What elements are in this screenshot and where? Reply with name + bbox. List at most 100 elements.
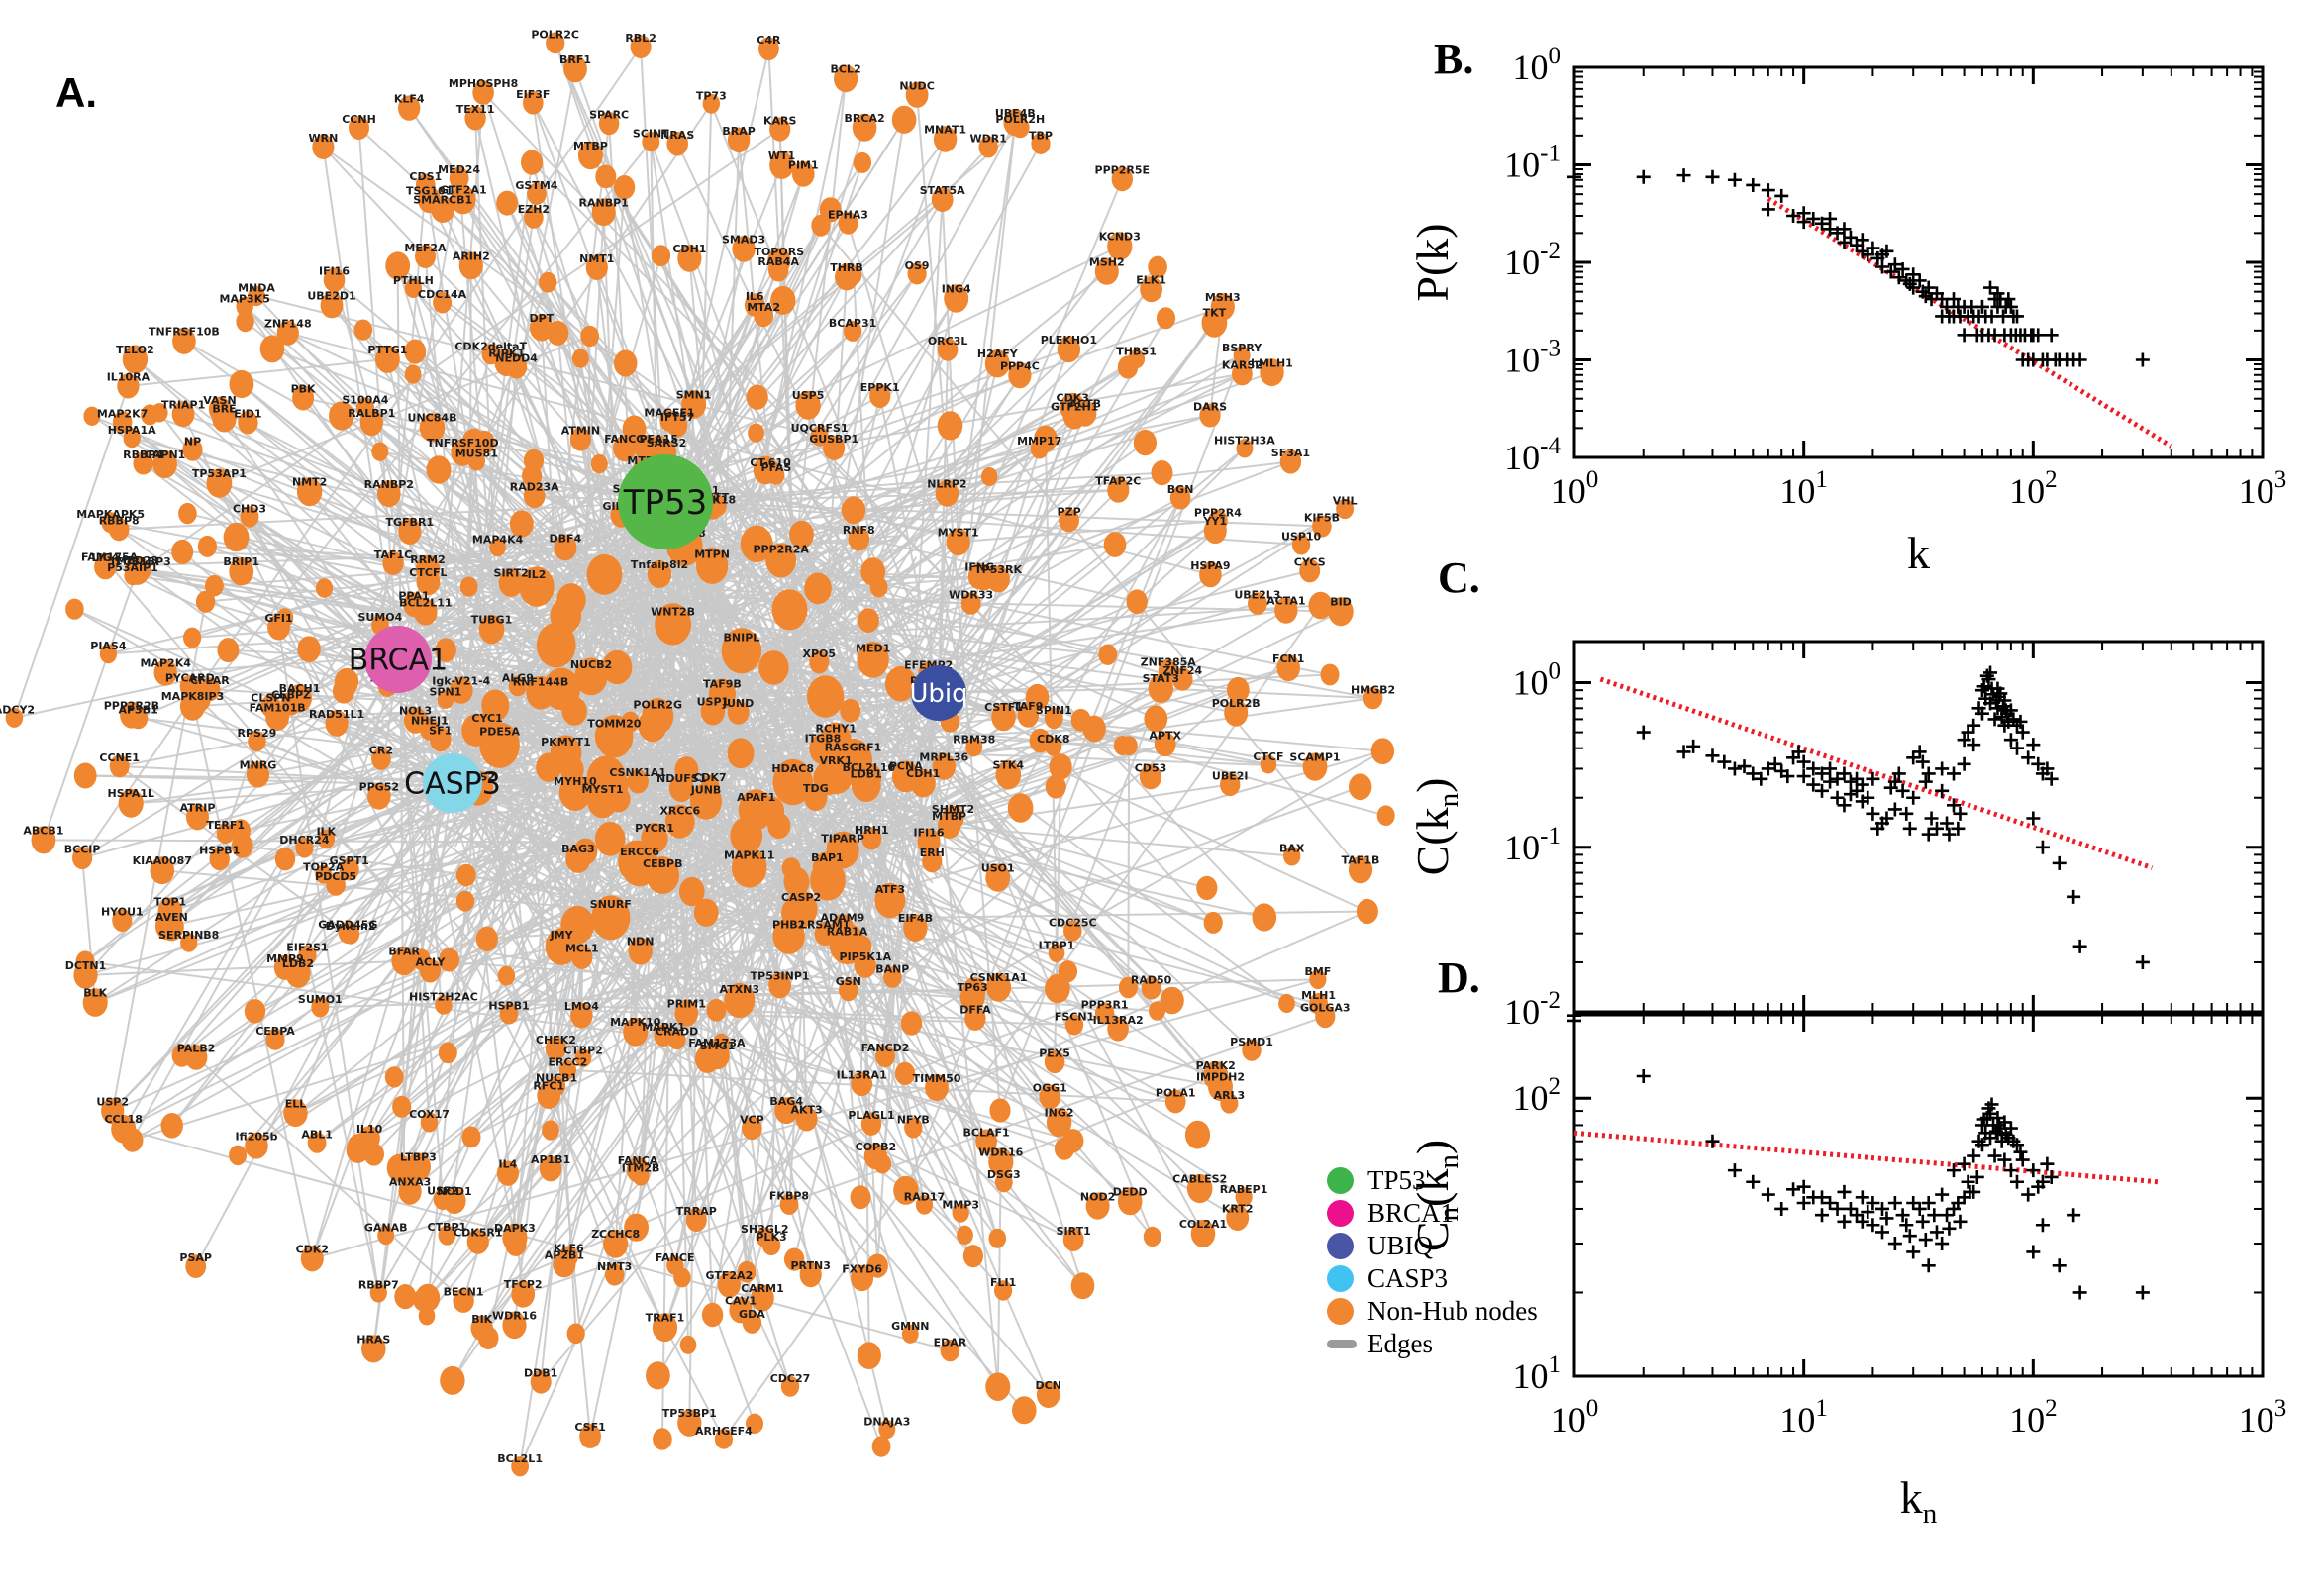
network-node[interactable] (122, 345, 149, 374)
network-node[interactable] (851, 1071, 873, 1097)
network-node[interactable] (655, 603, 691, 646)
network-node[interactable] (721, 628, 762, 674)
network-node[interactable] (1141, 976, 1162, 1000)
network-node[interactable] (554, 535, 577, 561)
network-node[interactable] (809, 733, 837, 764)
network-node[interactable] (995, 760, 1022, 790)
network-node[interactable] (429, 727, 452, 752)
network-node[interactable] (571, 945, 593, 969)
network-node[interactable] (1226, 1204, 1250, 1231)
network-node[interactable] (545, 1037, 567, 1061)
network-node[interactable] (433, 291, 453, 314)
network-node[interactable] (933, 126, 958, 152)
network-node[interactable] (647, 560, 672, 588)
network-node[interactable] (1224, 699, 1249, 727)
network-node[interactable] (472, 80, 494, 105)
network-node[interactable] (942, 805, 964, 831)
network-node[interactable] (674, 999, 699, 1027)
network-node[interactable] (325, 710, 349, 737)
network-node[interactable] (932, 753, 956, 780)
network-node[interactable] (398, 95, 421, 121)
network-node[interactable] (382, 550, 404, 575)
network-node[interactable] (496, 1160, 519, 1186)
network-node[interactable] (1199, 403, 1221, 428)
network-node[interactable] (946, 528, 970, 556)
network-node[interactable] (109, 754, 130, 778)
network-node[interactable] (1236, 439, 1254, 458)
network-node[interactable] (527, 182, 547, 205)
network-node[interactable] (994, 1171, 1013, 1193)
network-node[interactable] (569, 427, 592, 451)
network-node[interactable] (546, 32, 565, 54)
network-node[interactable] (206, 468, 233, 498)
network-node[interactable] (1059, 508, 1079, 533)
network-node[interactable] (708, 678, 737, 710)
network-node[interactable] (435, 995, 453, 1015)
network-node[interactable] (209, 848, 230, 871)
network-node[interactable] (579, 1424, 601, 1448)
network-node[interactable] (208, 396, 232, 423)
network-node[interactable] (1186, 1173, 1213, 1204)
network-node[interactable] (236, 296, 253, 317)
network-node[interactable] (1242, 1039, 1262, 1061)
network-node[interactable] (276, 320, 299, 346)
network-node[interactable] (240, 506, 259, 528)
network-node[interactable] (539, 1155, 562, 1182)
network-node[interactable] (664, 804, 695, 839)
network-node[interactable] (690, 783, 722, 820)
network-node[interactable] (598, 111, 620, 136)
network-node[interactable] (1190, 1219, 1216, 1247)
network-node[interactable] (1363, 686, 1383, 710)
network-node[interactable] (404, 278, 422, 298)
network-node[interactable] (768, 258, 789, 282)
network-node[interactable] (420, 1112, 439, 1133)
network-node[interactable] (152, 449, 177, 479)
network-node[interactable] (883, 966, 902, 988)
network-node[interactable] (769, 151, 794, 179)
network-node[interactable] (991, 703, 1016, 732)
network-node[interactable] (82, 988, 108, 1017)
network-node[interactable] (810, 426, 829, 447)
network-node[interactable] (182, 438, 203, 461)
network-node[interactable] (339, 857, 359, 881)
network-node[interactable] (854, 952, 876, 978)
network-node[interactable] (838, 211, 858, 235)
network-node[interactable] (904, 1117, 923, 1139)
network-node[interactable] (292, 385, 315, 411)
network-node[interactable] (792, 160, 815, 187)
network-node[interactable] (229, 557, 254, 586)
network-node[interactable] (117, 373, 140, 399)
network-node[interactable] (1111, 166, 1134, 192)
network-node[interactable] (994, 1280, 1013, 1301)
network-node[interactable] (1336, 498, 1355, 520)
network-node[interactable] (834, 64, 858, 93)
network-node[interactable] (558, 1059, 577, 1080)
network-node[interactable] (823, 435, 846, 460)
network-node[interactable] (931, 187, 954, 212)
network-node[interactable] (875, 1045, 895, 1068)
network-node[interactable] (765, 543, 796, 578)
network-node[interactable] (320, 292, 344, 319)
network-node[interactable] (295, 837, 314, 858)
network-node[interactable] (317, 829, 336, 849)
network-node[interactable] (296, 477, 323, 507)
network-node[interactable] (466, 1229, 489, 1254)
network-node[interactable] (768, 972, 791, 999)
network-node[interactable] (369, 1283, 387, 1303)
network-node[interactable] (502, 1311, 527, 1340)
network-node[interactable] (742, 1116, 762, 1141)
network-node[interactable] (287, 684, 312, 713)
network-node[interactable] (591, 895, 631, 941)
network-node[interactable] (186, 804, 209, 831)
network-node[interactable] (1063, 920, 1082, 942)
network-node[interactable] (860, 1112, 882, 1136)
network-node[interactable] (851, 1264, 874, 1292)
network-node[interactable] (905, 81, 929, 108)
network-node[interactable] (685, 1208, 707, 1233)
network-node[interactable] (1312, 515, 1332, 538)
network-node[interactable] (852, 113, 877, 142)
network-node[interactable] (1044, 707, 1063, 730)
network-node[interactable] (731, 848, 767, 888)
network-node[interactable] (779, 1193, 799, 1216)
network-node[interactable] (112, 909, 133, 932)
